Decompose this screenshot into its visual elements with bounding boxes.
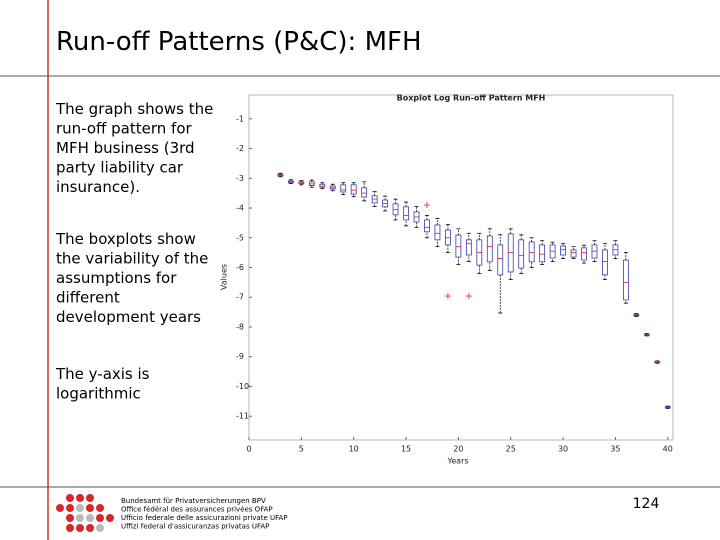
y-tick-label: -6	[236, 263, 244, 272]
footer-line: Office fédéral des assurances privées OF…	[121, 506, 273, 514]
box	[602, 249, 608, 276]
body-line: development years	[56, 308, 201, 326]
box	[455, 234, 462, 258]
box	[403, 206, 409, 221]
x-tick-label: 0	[246, 445, 251, 454]
body-line: MFH business (3rd	[56, 139, 195, 157]
page-number: 124	[633, 496, 660, 512]
body-line: assumptions for	[56, 269, 177, 287]
box	[560, 245, 566, 256]
y-tick-label: -3	[236, 174, 244, 183]
y-tick-label: -1	[236, 114, 244, 123]
x-tick-label: 10	[349, 445, 359, 454]
y-axis-label: Values	[220, 264, 229, 290]
x-axis-label: Years	[446, 457, 468, 466]
y-tick-label: -5	[236, 233, 244, 242]
box	[486, 235, 493, 263]
x-tick-label: 25	[506, 445, 516, 454]
y-tick-label: -11	[236, 412, 249, 421]
body-line: The y-axis is	[55, 365, 150, 383]
y-tick-label: -7	[236, 293, 244, 302]
box	[361, 187, 368, 198]
box	[622, 259, 629, 301]
box	[465, 239, 472, 256]
y-tick-label: -10	[236, 382, 249, 391]
outlier	[444, 293, 451, 300]
body-line: run-off pattern for	[56, 120, 192, 138]
body-line: the variability of the	[56, 250, 208, 268]
box	[434, 224, 441, 241]
box	[518, 239, 525, 269]
chart: Boxplot Log Run-off Pattern MFH Years Valu…	[220, 94, 674, 466]
body-line: The boxplots show	[55, 230, 196, 248]
box	[340, 184, 347, 193]
x-tick-label: 15	[401, 445, 411, 454]
box	[424, 219, 430, 233]
box	[581, 247, 587, 261]
body-line: logarithmic	[56, 385, 141, 403]
x-tick-label: 30	[558, 445, 568, 454]
footer-line: Bundesamt für Privatversicherungen BPV	[121, 497, 266, 505]
body-line: The graph shows the	[55, 100, 213, 118]
y-tick-label: -4	[236, 204, 244, 213]
y-tick-label: -2	[236, 144, 244, 153]
body-line: party liability car	[56, 159, 184, 177]
logo	[56, 494, 114, 532]
body-line: different	[56, 289, 120, 307]
y-tick-label: -9	[236, 352, 244, 361]
box	[497, 244, 504, 276]
outlier	[465, 293, 472, 300]
outlier	[423, 202, 430, 209]
box	[570, 249, 577, 258]
slide-title: Run-off Patterns (P&C): MFH	[56, 27, 422, 57]
box	[350, 184, 357, 195]
x-tick-label: 40	[663, 445, 673, 454]
footer-line: Uffizi federal d'assicuranzas privatas U…	[121, 523, 269, 531]
footer-text: Bundesamt für Privatversicherungen BPVOf…	[121, 497, 288, 531]
x-tick-label: 35	[610, 445, 620, 454]
x-tick-label: 5	[299, 445, 304, 454]
box	[539, 244, 546, 263]
y-tick-label: -8	[236, 322, 244, 331]
footer-line: Ufficio federale delle assicurazioni pri…	[121, 514, 288, 522]
x-tick-label: 20	[453, 445, 463, 454]
chart-title: Boxplot Log Run-off Pattern MFH	[397, 94, 546, 103]
body-line: insurance).	[56, 178, 140, 196]
box	[528, 241, 535, 263]
body-text: The graph shows the run-off pattern forMF…	[55, 100, 213, 403]
